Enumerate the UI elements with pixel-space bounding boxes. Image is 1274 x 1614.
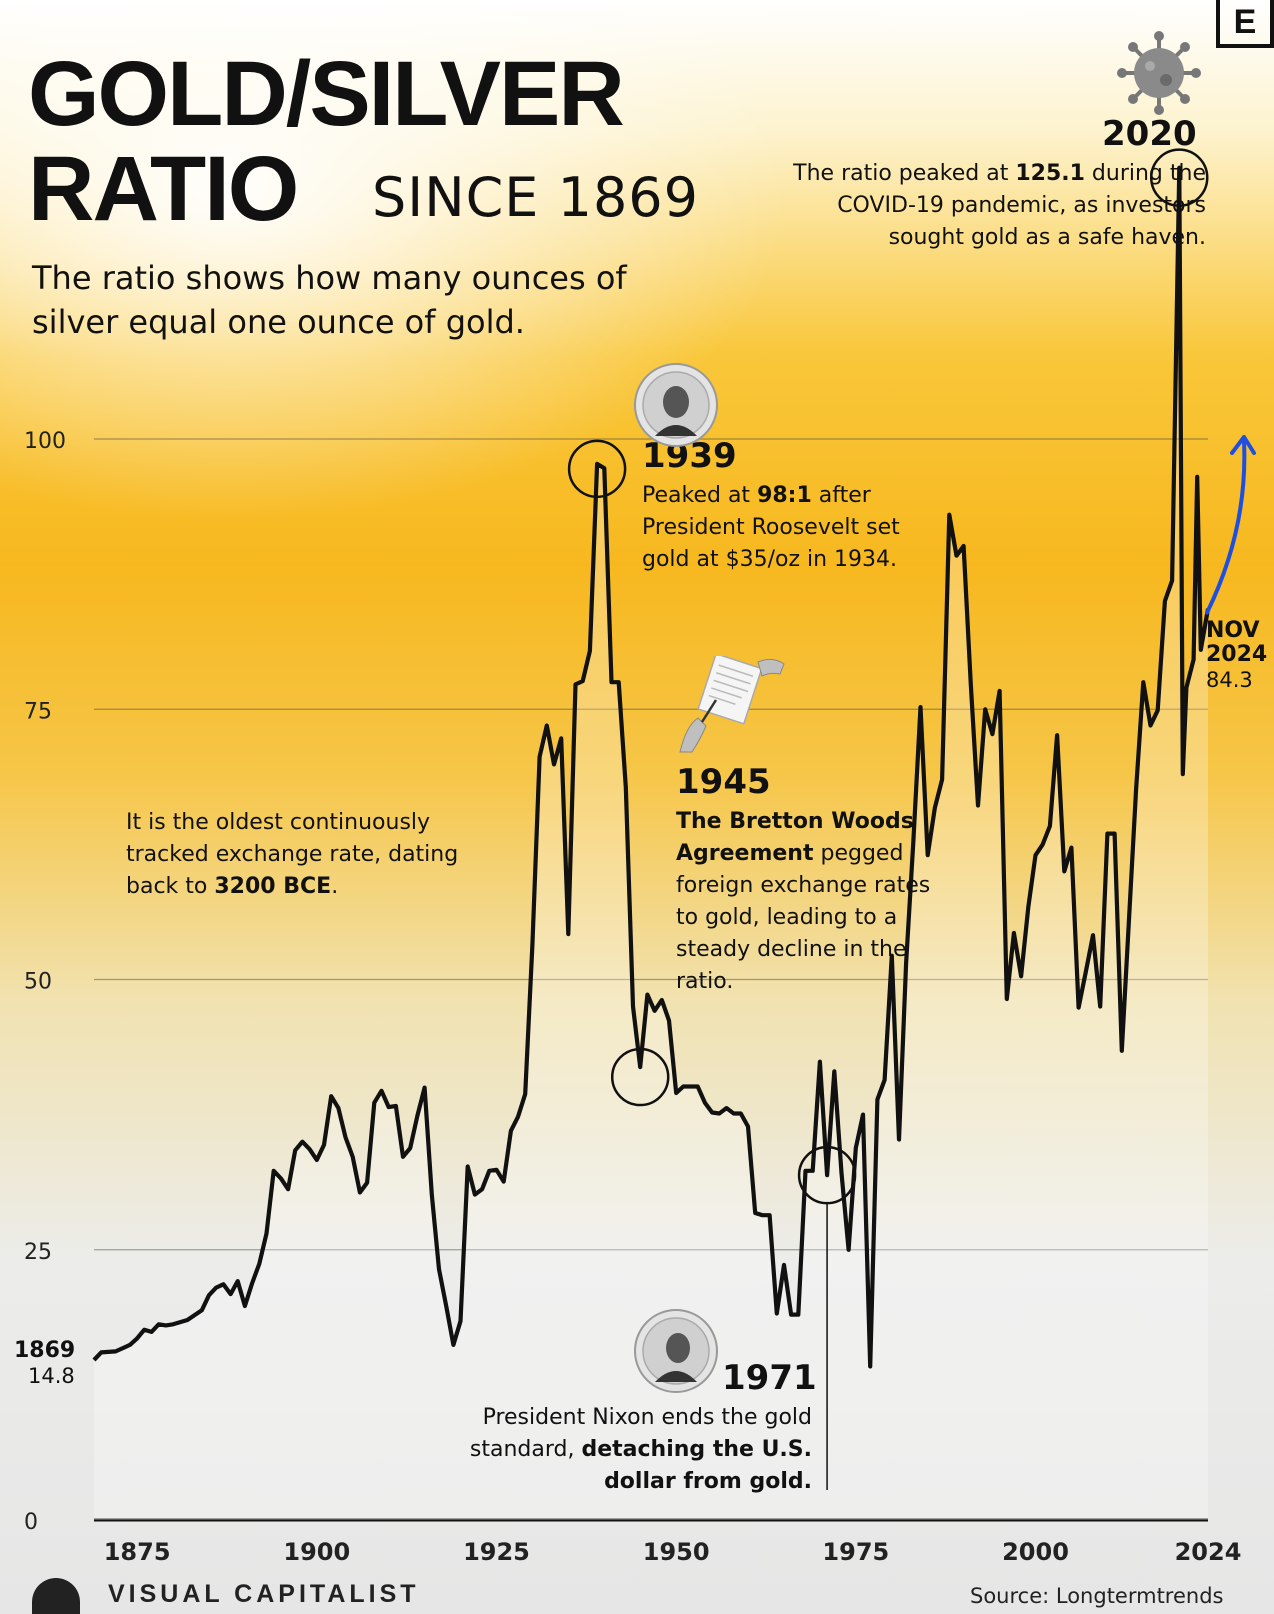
virus-icon: [1117, 31, 1201, 115]
end-month-label: NOV: [1206, 618, 1260, 643]
nixon-coin-icon: [634, 1309, 718, 1393]
annotation-1971-text: President Nixon ends the gold standard, …: [469, 1405, 812, 1494]
trend-arrow: [1205, 439, 1247, 615]
roosevelt-coin-icon: [634, 363, 718, 447]
highlight-circle-1939: [567, 439, 627, 499]
start-value-label: 14.8: [28, 1364, 75, 1388]
x-tick-label-2000: 2000: [1002, 1538, 1069, 1566]
x-tick-label-1900: 1900: [283, 1538, 350, 1566]
trend-arrow-head: [1230, 435, 1256, 455]
x-tick-label-1950: 1950: [643, 1538, 710, 1566]
end-value-label: 84.3: [1206, 668, 1253, 692]
y-tick-label-75: 75: [24, 699, 52, 724]
footer-brand: VISUAL CAPITALIST: [108, 1580, 420, 1608]
ratio-area-fill: [94, 167, 1208, 1521]
annotation-1945-text: The Bretton Woods Agreement pegged forei…: [676, 809, 931, 994]
x-tick-label-1925: 1925: [463, 1538, 530, 1566]
y-tick-label-0: 0: [24, 1510, 38, 1535]
x-tick-label-1975: 1975: [822, 1538, 889, 1566]
y-tick-label-25: 25: [24, 1240, 52, 1265]
signing-document-icon: [679, 656, 785, 753]
y-tick-label-100: 100: [24, 429, 66, 454]
subtitle: The ratio shows how many ounces of silve…: [32, 259, 627, 341]
x-tick-label-2024: 2024: [1175, 1538, 1242, 1566]
footer-source: Source: Longtermtrends: [970, 1584, 1224, 1608]
brand-logo-e: E: [1216, 0, 1274, 48]
annotation-1945-year: 1945: [676, 762, 771, 802]
title-since: SINCE 1869: [372, 166, 700, 229]
background-glow: [0, 0, 1274, 700]
highlight-circle-1945: [610, 1047, 670, 1107]
y-tick-label-50: 50: [24, 970, 52, 995]
start-year-label: 1869: [14, 1338, 76, 1363]
ratio-line: [92, 165, 1211, 1369]
annotation-1939-text: Peaked at 98:1 after President Roosevelt…: [642, 483, 900, 572]
visual-capitalist-logo-icon: [32, 1578, 80, 1614]
end-year-label: 2024: [1206, 642, 1268, 667]
annotation-2020-year: 2020: [1102, 114, 1197, 154]
annotation-1971-year: 1971: [722, 1358, 817, 1398]
title-line-1: GOLD/SILVER: [28, 43, 625, 145]
highlight-circle-2020: [1150, 148, 1209, 207]
annotation-2020-text: The ratio peaked at 125.1 during the COV…: [793, 161, 1206, 250]
side-note: It is the oldest continuously tracked ex…: [126, 810, 459, 899]
x-tick-label-1875: 1875: [104, 1538, 171, 1566]
title-line-2: RATIO: [28, 138, 299, 240]
